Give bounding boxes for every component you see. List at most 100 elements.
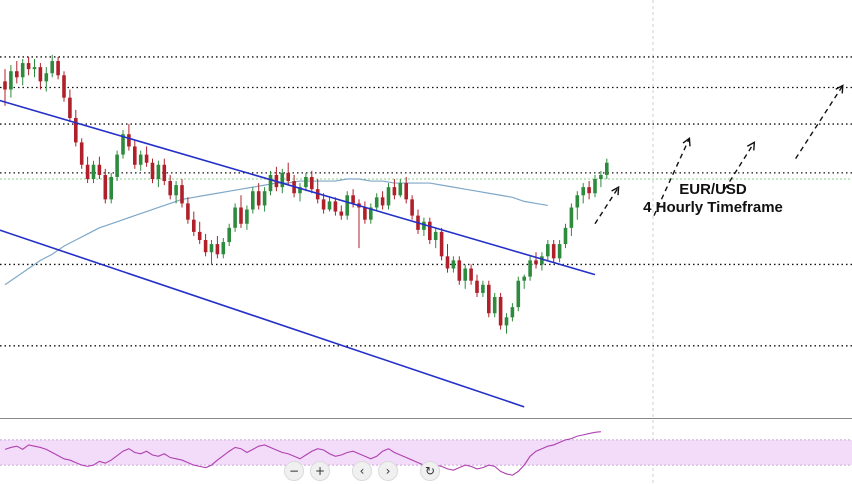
candle-body-40 [239,207,243,224]
scroll-right-button[interactable]: › [378,461,398,481]
candle-body-7 [44,73,49,82]
candle-body-79 [469,268,473,281]
candle-body-92 [546,244,550,257]
candle-body-59 [351,195,355,204]
candle-body-65 [386,187,391,206]
candle-body-76 [451,260,456,269]
lower-channel-line [0,229,525,408]
candle-body-83 [492,296,497,314]
candle-body-21 [127,134,131,147]
candle-body-37 [221,242,226,255]
candle-body-35 [209,244,214,253]
candle-body-19 [115,154,119,177]
candle-body-41 [245,209,249,224]
rsi-line [4,431,601,476]
candle-body-16 [97,164,102,175]
candle-body-1 [9,71,13,90]
candle-body-64 [380,197,385,206]
candle-body-15 [91,164,96,180]
projection-arrowhead-0 [611,185,620,196]
candle-body-72 [428,221,432,241]
scroll-left-button[interactable]: ‹ [352,461,372,481]
candle-body-10 [62,75,66,98]
candle-body-36 [215,244,220,255]
candle-body-101 [599,174,603,180]
candle-body-81 [481,284,485,293]
candle-body-54 [321,199,326,210]
candle-body-30 [180,185,184,204]
candle-body-22 [133,146,137,165]
candle-body-0 [3,81,7,90]
candle-body-86 [510,307,515,318]
minus-icon: − [288,464,300,478]
candle-body-71 [422,221,426,230]
chevron-right-icon: › [385,464,391,478]
candle-body-66 [392,187,397,196]
candle-body-87 [516,280,521,308]
candle-body-24 [144,154,149,163]
toolbar-spacer [404,461,414,481]
zoom-out-button[interactable]: − [284,461,304,481]
candle-body-50 [298,187,302,194]
candle-body-78 [463,268,467,281]
candle-body-82 [487,284,491,314]
candle-body-32 [192,219,196,232]
candle-body-34 [203,240,208,253]
toolbar-spacer [336,461,346,481]
candle-body-67 [398,183,403,196]
chart-annotation: EUR/USD 4 Hourly Timeframe [617,181,809,217]
candle-body-73 [433,231,438,241]
candle-body-69 [410,199,414,216]
chevron-left-icon: ‹ [359,464,365,478]
candle-body-5 [32,67,37,70]
candle-body-57 [339,211,344,216]
candle-body-33 [197,231,202,241]
zoom-in-button[interactable]: + [310,461,330,481]
candle-body-98 [581,187,585,196]
candle-body-38 [227,227,231,243]
candle-body-93 [551,244,556,259]
candle-body-2 [15,71,19,78]
candle-body-26 [156,164,161,180]
rsi-band [0,439,852,466]
candle-body-6 [38,67,43,82]
candle-body-85 [504,317,509,326]
candle-body-90 [534,260,538,265]
candle-body-43 [256,191,261,206]
candle-body-3 [20,63,25,78]
projection-arrowhead-3 [835,84,844,94]
projection-segment-3 [795,85,844,160]
candle-body-80 [475,280,479,293]
candle-body-74 [439,231,444,257]
candle-body-31 [186,203,190,220]
candle-body-51 [304,176,308,188]
candle-body-23 [138,154,143,165]
candle-body-11 [68,97,72,118]
reset-icon: ↻ [424,464,436,478]
candle-body-29 [174,185,178,196]
candle-body-89 [528,260,532,277]
candle-body-91 [540,256,544,265]
candle-body-84 [498,296,503,326]
candle-body-17 [103,174,108,200]
candle-body-48 [286,172,290,182]
candle-body-39 [233,207,237,228]
candle-body-62 [369,207,373,220]
projection-arrowhead-1 [682,136,691,147]
candle-body-68 [404,183,408,200]
candle-body-47 [280,172,285,188]
candle-body-12 [74,117,78,143]
candle-body-27 [162,164,167,182]
candle-body-8 [50,61,54,74]
annotation-pair: EUR/USD [679,181,747,198]
candle-body-77 [457,260,462,281]
candle-body-99 [587,187,591,194]
upper-channel-line [0,99,596,276]
candle-body-96 [569,207,574,228]
reset-chart-button[interactable]: ↻ [420,461,440,481]
candle-body-44 [262,191,267,206]
candle-body-18 [109,176,113,200]
projection-segment-0 [594,186,620,225]
